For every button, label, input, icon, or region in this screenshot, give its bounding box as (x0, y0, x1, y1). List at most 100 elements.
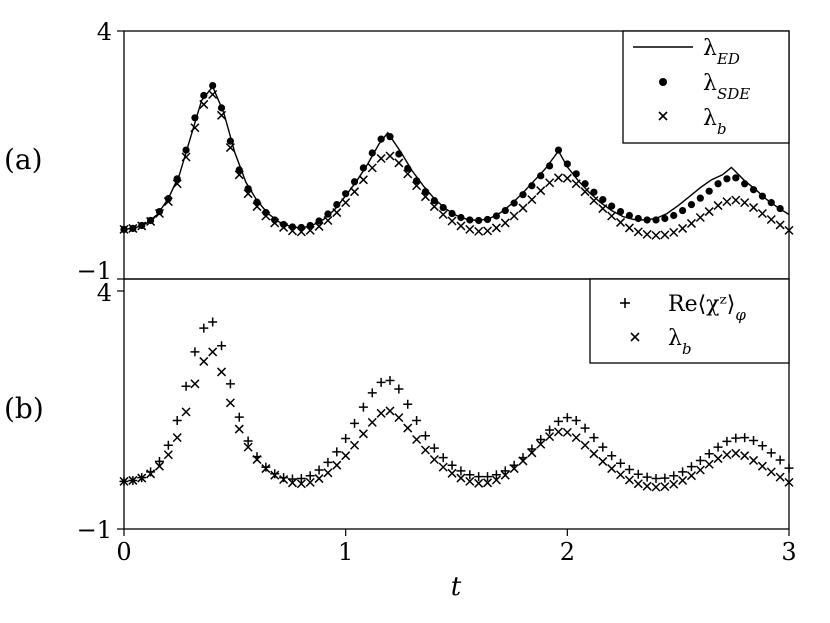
panel-b-ytick-label-bottom: −1 (77, 516, 112, 544)
panel-b-series-1-point (287, 478, 297, 488)
panel-a-series-2-point (642, 229, 652, 239)
panel-b-series-1-point (261, 464, 271, 474)
panel-b-series-1-point (704, 459, 714, 469)
panel-b-series-1-point (553, 427, 563, 437)
panel-a-series-1-point (350, 178, 359, 186)
panel-a-series-2-point (580, 187, 590, 197)
x-tick-label-1: 1 (338, 538, 353, 566)
panel-a-series-2-point (757, 208, 767, 219)
panel-b-series-0-point (766, 448, 776, 458)
panel-b-series-1-point (358, 429, 368, 439)
panel-b-series-0-point (465, 470, 475, 480)
panel-a-ytick-label-top: 4 (97, 18, 112, 46)
panel-b-legend-box (589, 278, 790, 364)
panel-a-series-1-point (413, 177, 421, 185)
panel-b-series-0-point (678, 467, 688, 477)
panel-b-series-0-point (483, 472, 493, 482)
panel-a-series-1-point (235, 166, 243, 174)
panel-b-frame (123, 278, 790, 530)
panel-b-series-1-point (332, 460, 342, 470)
panel-a-series-1-point (776, 204, 784, 213)
panel-b-series-1-point (190, 379, 200, 389)
panel-a-series-1-point (670, 211, 678, 220)
panel-b-series-1-point (172, 433, 182, 443)
panel-a: (a) 4 −1 λED λSDE λb (4, 18, 794, 285)
panel-a-series-2-point (261, 211, 271, 221)
panel-a-series-1-point (200, 91, 208, 100)
panel-a-series-2-point (350, 187, 360, 197)
panel-a-series-1-point (581, 180, 589, 188)
panel-b-series-1-point (252, 454, 262, 465)
panel-b-series-1-point (243, 442, 253, 452)
panel-b-series-1-point (642, 481, 652, 491)
panel-b-series-0-point (545, 425, 555, 435)
panel-a-series-2-point (341, 198, 351, 208)
panel-b-series-1-point (483, 478, 493, 488)
panel-b-series-0-point (624, 465, 634, 474)
panel-b-legend-x-swatch (630, 332, 640, 342)
panel-b-ytick-label-top: 4 (97, 279, 112, 307)
panel-a-series-1-point (519, 191, 527, 199)
panel-b-series-0-point (775, 455, 785, 465)
panel-a-series-2-point (403, 169, 413, 179)
panel-a-series-1-point (492, 212, 500, 220)
panel-a-series-2-point (252, 202, 262, 212)
panel-b-series-0-point (394, 384, 404, 394)
panel-b-series-1-point (163, 450, 173, 460)
panel-b-series-1-point (367, 417, 377, 427)
panel-a-series-2-point (429, 202, 439, 212)
panel-b-series-0-point (420, 431, 430, 441)
panel-b-series-0-point (562, 413, 572, 423)
panel-b: (b) 4 −1 0 1 2 3 t Re⟨χᶻ⟩φ λb (4, 278, 797, 602)
panel-b-series-1-point (518, 456, 528, 466)
panel-a-series-2-point (766, 214, 776, 225)
panel-b-series-1-point (305, 477, 315, 487)
panel-b-series-0-point (438, 453, 448, 463)
panel-b-series-1-point (456, 473, 466, 483)
panel-a-series-2-point (749, 203, 759, 213)
panel-a-series-2-point (163, 197, 173, 207)
panel-b-series-0-point (190, 347, 200, 357)
panel-a-series-1-point (475, 216, 483, 225)
panel-a-legend-box (622, 30, 790, 144)
panel-a-series-2-point (775, 220, 785, 230)
panel-b-series-0-point (757, 441, 767, 451)
panel-a-series-2-point (367, 163, 377, 173)
panel-b-series-1-point (766, 467, 776, 477)
panel-b-series-1-point (394, 413, 404, 423)
panel-a-series-2-point (518, 203, 528, 213)
panel-a-series-1-point (661, 214, 669, 223)
panel-a-series-2-point (146, 216, 156, 226)
panel-b-series-0-point (553, 416, 563, 426)
panel-a-series-2-point (491, 223, 501, 233)
panel-b-legend: Re⟨χᶻ⟩φ λb (589, 278, 790, 364)
panel-a-series-2-point (217, 110, 227, 120)
panel-a-series-2-point (731, 195, 741, 205)
panel-b-series-0-point (713, 442, 723, 452)
panel-b-series-0-point (642, 472, 652, 482)
panel-b-series-1-point (509, 464, 519, 474)
panel-a-series-1-point (395, 150, 403, 158)
panel-b-series-1-point (234, 424, 244, 434)
panel-b-series-1-point (137, 473, 147, 483)
panel-a-series-2-point (137, 221, 147, 231)
panel-b-series-0-point (385, 375, 395, 385)
panel-a-series-2-point (660, 230, 670, 240)
panel-b-series-0-point (358, 402, 368, 412)
panel-b-series-1-point (757, 461, 767, 471)
panel-b-series-0-point (695, 455, 705, 465)
panel-a-series-2-point (722, 197, 732, 207)
panel-b-series-1-point (491, 475, 501, 485)
panel-a-series-1-point (537, 172, 545, 180)
panel-a-series-2-point (474, 226, 484, 236)
panel-a-series-2-point (385, 151, 395, 161)
panel-a-series-2-point (287, 226, 297, 236)
panel-b-series-1-point (713, 454, 723, 464)
panel-b-legend-label-0: Re⟨χᶻ⟩φ (668, 292, 746, 324)
panel-b-series-1-point (341, 451, 351, 461)
panel-b-series-0-point (589, 433, 599, 443)
panel-b-series-0-point (669, 471, 679, 481)
panel-a-series-1-point (315, 217, 323, 225)
panel-a-series-2-point (243, 189, 253, 199)
panel-b-series-1-point (678, 475, 688, 485)
